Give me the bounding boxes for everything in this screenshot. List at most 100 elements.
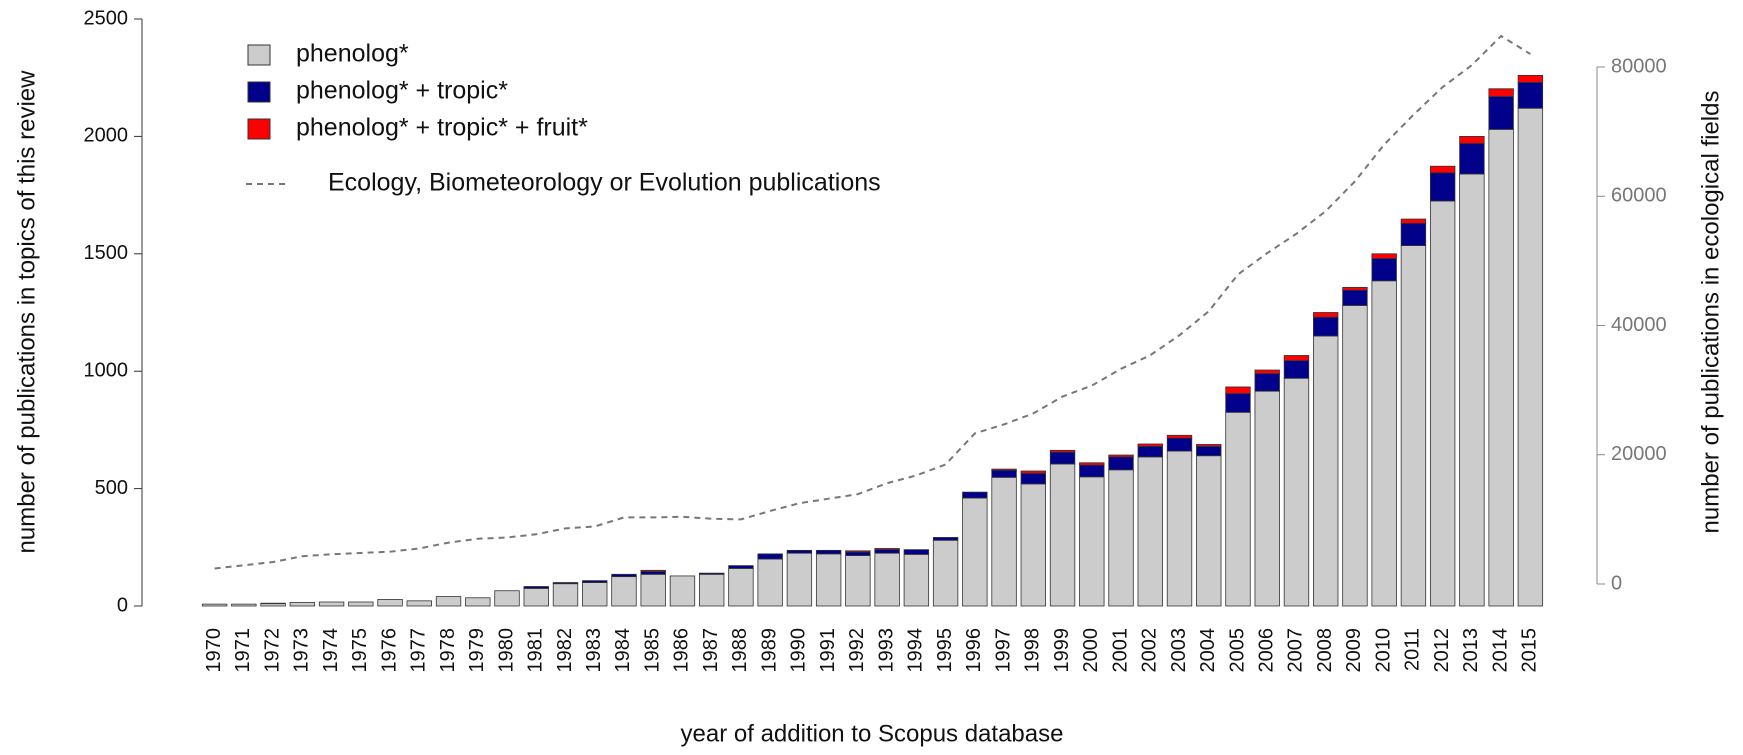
bar-segment (231, 603, 257, 607)
bar-segment (1371, 258, 1397, 282)
bar-segment (1283, 355, 1310, 362)
bar-segment (699, 572, 725, 575)
bar-segment (1166, 434, 1193, 439)
x-tick-label: 1985 (641, 628, 663, 673)
x-tick-label: 2001 (1109, 628, 1131, 673)
bar-segment (435, 596, 462, 607)
bar-segment (1429, 200, 1456, 607)
bar-segment (552, 582, 579, 585)
bar-segment (1137, 443, 1163, 447)
x-tick-label: 1998 (1022, 628, 1044, 673)
bar-segment (962, 497, 988, 607)
bar-segment (1342, 286, 1368, 291)
x-tick-label: 1981 (525, 628, 547, 673)
bar-segment (699, 573, 725, 607)
bar-segment (1020, 472, 1046, 485)
x-tick-label: 1984 (612, 628, 634, 673)
y2-tick-label: 40000 (1611, 314, 1667, 336)
bar-segment (1459, 143, 1485, 175)
bar-segment (903, 553, 930, 607)
x-tick-label: 2000 (1080, 628, 1102, 673)
y-tick-label: 2000 (84, 125, 129, 147)
bar-segment (991, 469, 1017, 478)
x-tick-label: 1975 (349, 628, 371, 673)
x-tick-label: 1995 (934, 628, 956, 673)
x-tick-label: 1983 (583, 628, 605, 673)
bar-segment (1459, 135, 1485, 144)
bar-segment (640, 569, 666, 572)
bar-segment (1196, 444, 1222, 447)
bar-segment (1283, 377, 1310, 607)
bar-segment (815, 549, 842, 555)
legend-swatch (247, 118, 271, 140)
x-tick-label: 2014 (1489, 628, 1511, 673)
x-tick-label: 1979 (466, 628, 488, 673)
bar-segment (757, 553, 783, 560)
legend-label: phenolog* (296, 40, 409, 68)
bar-segment (640, 573, 666, 607)
bar-segment (377, 599, 403, 607)
bar-segment (786, 549, 813, 554)
x-tick-label: 2005 (1226, 628, 1248, 673)
bar-segment (1079, 462, 1105, 466)
x-tick-label: 2013 (1460, 628, 1482, 673)
bar-segment (348, 601, 374, 607)
bar-segment (1254, 390, 1280, 607)
legend-swatch (247, 81, 271, 103)
bar-segment (932, 537, 959, 541)
bar-segment (582, 580, 608, 583)
y2-tick-label: 80000 (1611, 55, 1667, 77)
x-tick-label: 1973 (291, 628, 313, 673)
bar-segment (1429, 172, 1456, 202)
bar-segment (1459, 173, 1485, 607)
x-tick-label: 1992 (846, 628, 868, 673)
bar-segment (1488, 128, 1514, 607)
x-tick-label: 1997 (992, 628, 1014, 673)
bar-segment (1020, 483, 1046, 607)
bar-segment (201, 603, 228, 607)
bar-segment (1225, 411, 1251, 607)
bar-segment (1517, 81, 1544, 109)
x-tick-label: 2009 (1343, 628, 1365, 673)
bar-segment (991, 476, 1017, 607)
bar-segment (1079, 476, 1105, 607)
bar-segment (1400, 222, 1427, 246)
bar-segment (903, 549, 930, 555)
bar-segment (1137, 445, 1163, 458)
bar-segment (1137, 456, 1163, 607)
bar-segment (1313, 335, 1339, 607)
x-tick-label: 1974 (320, 628, 342, 673)
bar-segment (1371, 280, 1397, 607)
bar-segment (1079, 464, 1105, 478)
bar-segment (932, 539, 959, 607)
bar-segment (1020, 470, 1046, 474)
bar-segment (552, 583, 579, 607)
y-axis-label: number of publications in topics of this… (13, 70, 40, 554)
bar-segment (728, 568, 754, 607)
bar-segment (1283, 360, 1310, 379)
x-axis-label: year of addition to Scopus database (681, 720, 1064, 747)
y-tick-label: 1000 (84, 359, 129, 381)
legend-label: Ecology, Biometeorology or Evolution pub… (328, 169, 881, 197)
bar-segment (494, 590, 520, 607)
x-tick-label: 1978 (437, 628, 459, 673)
bar-segment (962, 491, 988, 499)
bar-segment (1049, 449, 1076, 453)
x-tick-label: 1972 (261, 628, 283, 673)
x-tick-label: 2002 (1139, 628, 1161, 673)
x-tick-label: 2004 (1197, 628, 1219, 673)
bar-segment (1166, 437, 1193, 452)
bar-segment (1371, 253, 1397, 259)
bar-segment (1517, 107, 1544, 607)
bar-segment (406, 600, 432, 607)
bar-segment (611, 576, 637, 607)
x-tick-label: 1991 (817, 628, 839, 673)
x-tick-label: 1971 (232, 628, 254, 673)
x-tick-label: 1994 (905, 628, 927, 673)
x-tick-label: 1976 (378, 628, 400, 673)
legend-label: phenolog* + tropic* (296, 77, 508, 105)
bar-segment (1342, 305, 1368, 607)
x-tick-label: 2007 (1285, 628, 1307, 673)
bar-segment (318, 601, 345, 607)
